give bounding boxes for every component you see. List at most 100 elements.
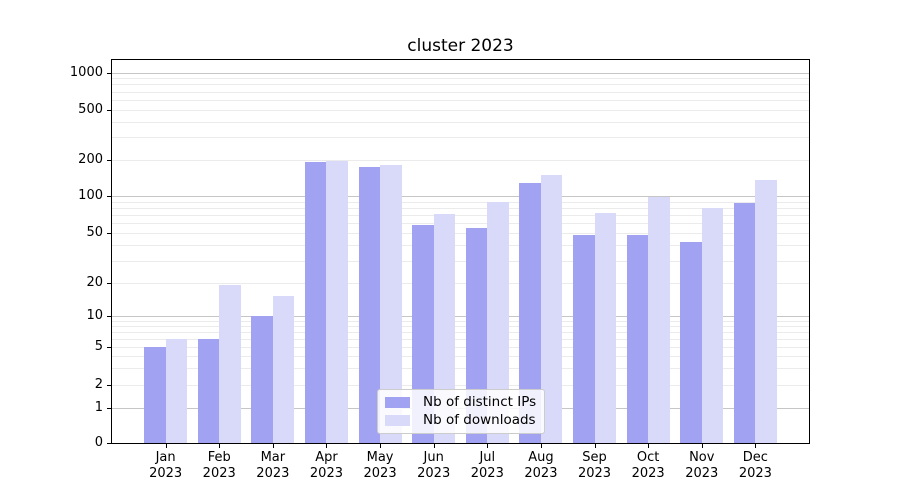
- legend: Nb of distinct IPs Nb of downloads: [377, 389, 545, 434]
- bar-downloads: [326, 160, 348, 443]
- x-tick-label: Sep 2023: [577, 450, 612, 481]
- bar-downloads: [165, 338, 188, 443]
- bar-downloads: [648, 196, 670, 443]
- bar-downloads: [487, 201, 509, 443]
- bar-distinct-ips: [358, 166, 381, 443]
- y-tick-mark: [107, 408, 112, 409]
- bar-distinct-ips: [573, 235, 595, 443]
- x-tick-mark: [594, 444, 596, 448]
- gridline-minor: [112, 121, 809, 123]
- y-tick-label: 20: [86, 274, 103, 290]
- gridline-minor: [112, 356, 809, 358]
- x-tick-mark: [487, 444, 489, 448]
- gridline-minor: [112, 245, 809, 247]
- x-tick-mark: [648, 444, 650, 448]
- gridline-minor: [112, 331, 809, 333]
- gridline-minor: [112, 385, 809, 386]
- legend-entry: Nb of downloads: [385, 412, 536, 429]
- y-tick-label: 2: [94, 377, 103, 392]
- y-tick-label: 200: [78, 151, 103, 167]
- x-tick-mark: [326, 444, 328, 448]
- y-tick-mark: [107, 282, 112, 284]
- gridline-minor: [112, 99, 809, 101]
- gridline-minor: [112, 282, 809, 284]
- x-tick-mark: [165, 444, 167, 448]
- gridline-minor: [112, 338, 809, 340]
- x-tick-label: Apr 2023: [309, 450, 343, 481]
- x-tick-label: Jan 2023: [149, 450, 183, 481]
- gridline-minor: [112, 325, 809, 327]
- gridline-minor: [112, 91, 809, 93]
- y-tick-label: 100: [78, 188, 103, 203]
- gridline-major: [112, 196, 809, 197]
- y-tick-label: 50: [86, 225, 103, 240]
- legend-swatch-downloads: [385, 415, 410, 426]
- bar-downloads: [433, 213, 456, 443]
- x-tick-mark: [433, 444, 435, 448]
- gridline-minor: [112, 159, 809, 161]
- bar-distinct-ips: [519, 183, 541, 443]
- y-tick-label: 1000: [69, 64, 103, 80]
- bar-distinct-ips: [304, 162, 327, 443]
- x-tick-label: Feb 2023: [202, 450, 236, 481]
- gridline-minor: [112, 233, 809, 234]
- bar-distinct-ips: [626, 235, 649, 443]
- x-tick-label: Nov 2023: [685, 450, 719, 481]
- gridline-minor: [112, 84, 809, 86]
- y-tick-mark: [107, 233, 112, 234]
- bar-downloads: [272, 296, 295, 443]
- x-tick-mark: [701, 444, 703, 448]
- bar-distinct-ips: [251, 316, 273, 443]
- x-tick-label: Dec 2023: [738, 450, 772, 481]
- x-tick-label: Aug 2023: [524, 450, 558, 481]
- bar-downloads: [540, 174, 563, 443]
- x-tick-mark: [380, 444, 382, 448]
- y-tick-label: 5: [94, 339, 103, 354]
- bar-downloads: [755, 180, 777, 443]
- gridline-minor: [112, 207, 809, 209]
- gridline-major: [112, 316, 809, 317]
- bar-distinct-ips: [733, 202, 756, 443]
- y-tick-mark: [107, 316, 112, 317]
- bar-distinct-ips: [412, 225, 434, 443]
- y-tick-mark: [107, 347, 112, 348]
- x-tick-label: Oct 2023: [631, 450, 665, 481]
- gridline-minor: [112, 368, 809, 370]
- gridline-major: [112, 72, 809, 74]
- x-tick-label: Mar 2023: [256, 450, 290, 481]
- legend-entry-label: Nb of distinct IPs: [423, 394, 537, 410]
- bar-distinct-ips: [680, 242, 702, 443]
- y-tick-label: 0: [94, 435, 103, 450]
- legend-swatch-distinct-ips: [385, 397, 410, 408]
- gridline-minor: [112, 347, 809, 348]
- x-tick-label: Jun 2023: [417, 450, 451, 481]
- y-tick-mark: [107, 443, 112, 444]
- gridline-minor: [112, 137, 809, 139]
- x-tick-label: May 2023: [363, 450, 397, 481]
- bar-downloads: [594, 212, 617, 443]
- y-tick-label: 1: [94, 400, 103, 415]
- chart-title: cluster 2023: [407, 36, 514, 56]
- y-tick-mark: [107, 385, 112, 386]
- bar-distinct-ips: [144, 347, 166, 443]
- x-tick-mark: [755, 444, 757, 448]
- gridline-minor: [112, 109, 809, 111]
- y-tick-mark: [107, 72, 112, 74]
- x-tick-mark: [219, 444, 221, 448]
- x-tick-label: Jul 2023: [470, 450, 504, 481]
- gridline-minor: [112, 320, 809, 322]
- gridline-minor: [112, 215, 809, 217]
- bar-downloads: [380, 165, 402, 443]
- y-tick-label: 500: [78, 101, 103, 117]
- y-tick-mark: [107, 109, 112, 111]
- bar-downloads: [219, 284, 241, 443]
- y-tick-mark: [107, 159, 112, 161]
- legend-entry-label: Nb of downloads: [423, 412, 536, 428]
- gridline-minor: [112, 201, 809, 203]
- gridline-minor: [112, 78, 809, 80]
- x-tick-mark: [272, 444, 274, 448]
- gridline-minor: [112, 260, 809, 262]
- y-tick-mark: [107, 196, 112, 197]
- legend-entry: Nb of distinct IPs: [385, 394, 536, 411]
